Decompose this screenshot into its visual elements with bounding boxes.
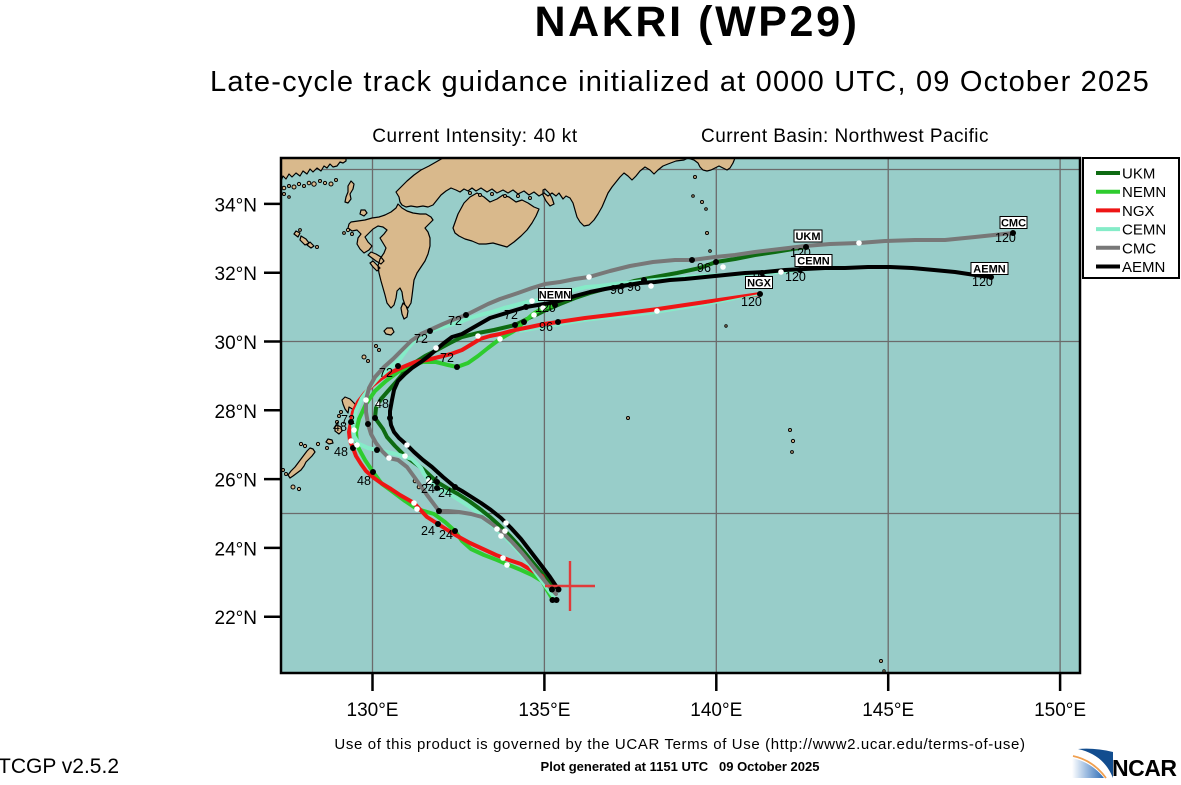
svg-text:48: 48 — [334, 445, 348, 459]
svg-text:Plot generated at 1151 UTC 0: Plot generated at 1151 UTC 09 October 20… — [541, 759, 820, 774]
svg-text:150°E: 150°E — [1034, 700, 1086, 721]
svg-text:30°N: 30°N — [215, 333, 257, 354]
svg-text:32°N: 32°N — [215, 264, 257, 285]
svg-text:TCGP v2.5.2: TCGP v2.5.2 — [0, 755, 119, 778]
svg-text:Late-cycle track guidance init: Late-cycle track guidance initialized at… — [210, 66, 1150, 98]
svg-text:34°N: 34°N — [215, 195, 257, 216]
svg-text:120: 120 — [972, 275, 993, 289]
svg-text:24: 24 — [421, 482, 435, 496]
svg-text:120: 120 — [995, 231, 1016, 245]
svg-text:NEMN: NEMN — [539, 290, 571, 302]
svg-text:130°E: 130°E — [347, 700, 399, 721]
svg-text:Current Basin: Northwest Pacif: Current Basin: Northwest Pacific — [701, 126, 989, 147]
svg-text:140°E: 140°E — [690, 700, 742, 721]
svg-text:Current Intensity: 40 kt: Current Intensity: 40 kt — [372, 126, 578, 147]
svg-text:120: 120 — [535, 301, 556, 315]
svg-text:24°N: 24°N — [215, 539, 257, 560]
svg-text:NCAR: NCAR — [1112, 755, 1177, 780]
svg-text:UKM: UKM — [1122, 166, 1155, 183]
svg-text:120: 120 — [785, 270, 806, 284]
svg-text:24: 24 — [439, 528, 453, 542]
svg-text:72: 72 — [379, 366, 393, 380]
svg-text:AEMN: AEMN — [1122, 259, 1165, 276]
svg-text:CEMN: CEMN — [797, 256, 829, 268]
svg-text:96: 96 — [539, 320, 553, 334]
svg-text:72: 72 — [504, 308, 518, 322]
svg-text:CEMN: CEMN — [1122, 222, 1166, 239]
svg-text:135°E: 135°E — [518, 700, 570, 721]
svg-text:AEMN: AEMN — [973, 264, 1005, 276]
svg-text:120: 120 — [741, 295, 762, 309]
svg-text:24: 24 — [425, 474, 439, 488]
svg-text:72: 72 — [440, 351, 454, 365]
svg-text:24: 24 — [421, 524, 435, 538]
svg-text:145°E: 145°E — [862, 700, 914, 721]
svg-text:NEMN: NEMN — [1122, 184, 1166, 201]
svg-text:48: 48 — [333, 420, 347, 434]
svg-text:UKM: UKM — [795, 231, 820, 243]
svg-text:96: 96 — [627, 280, 641, 294]
svg-text:72: 72 — [414, 332, 428, 346]
svg-text:96: 96 — [697, 261, 711, 275]
svg-text:CMC: CMC — [1122, 240, 1156, 257]
svg-text:NAKRI (WP29): NAKRI (WP29) — [534, 0, 859, 46]
svg-text:48: 48 — [375, 397, 389, 411]
svg-text:72: 72 — [448, 314, 462, 328]
svg-text:CMC: CMC — [1001, 218, 1026, 230]
svg-text:26°N: 26°N — [215, 471, 257, 492]
svg-text:96: 96 — [610, 283, 624, 297]
svg-text:NGX: NGX — [747, 278, 772, 290]
svg-text:NGX: NGX — [1122, 203, 1155, 220]
svg-text:28°N: 28°N — [215, 402, 257, 423]
svg-text:22°N: 22°N — [215, 608, 257, 629]
svg-text:48: 48 — [357, 474, 371, 488]
svg-text:Use of this product is governe: Use of this product is governed by the U… — [334, 736, 1025, 753]
svg-text:72: 72 — [341, 413, 355, 427]
svg-text:24: 24 — [438, 486, 452, 500]
